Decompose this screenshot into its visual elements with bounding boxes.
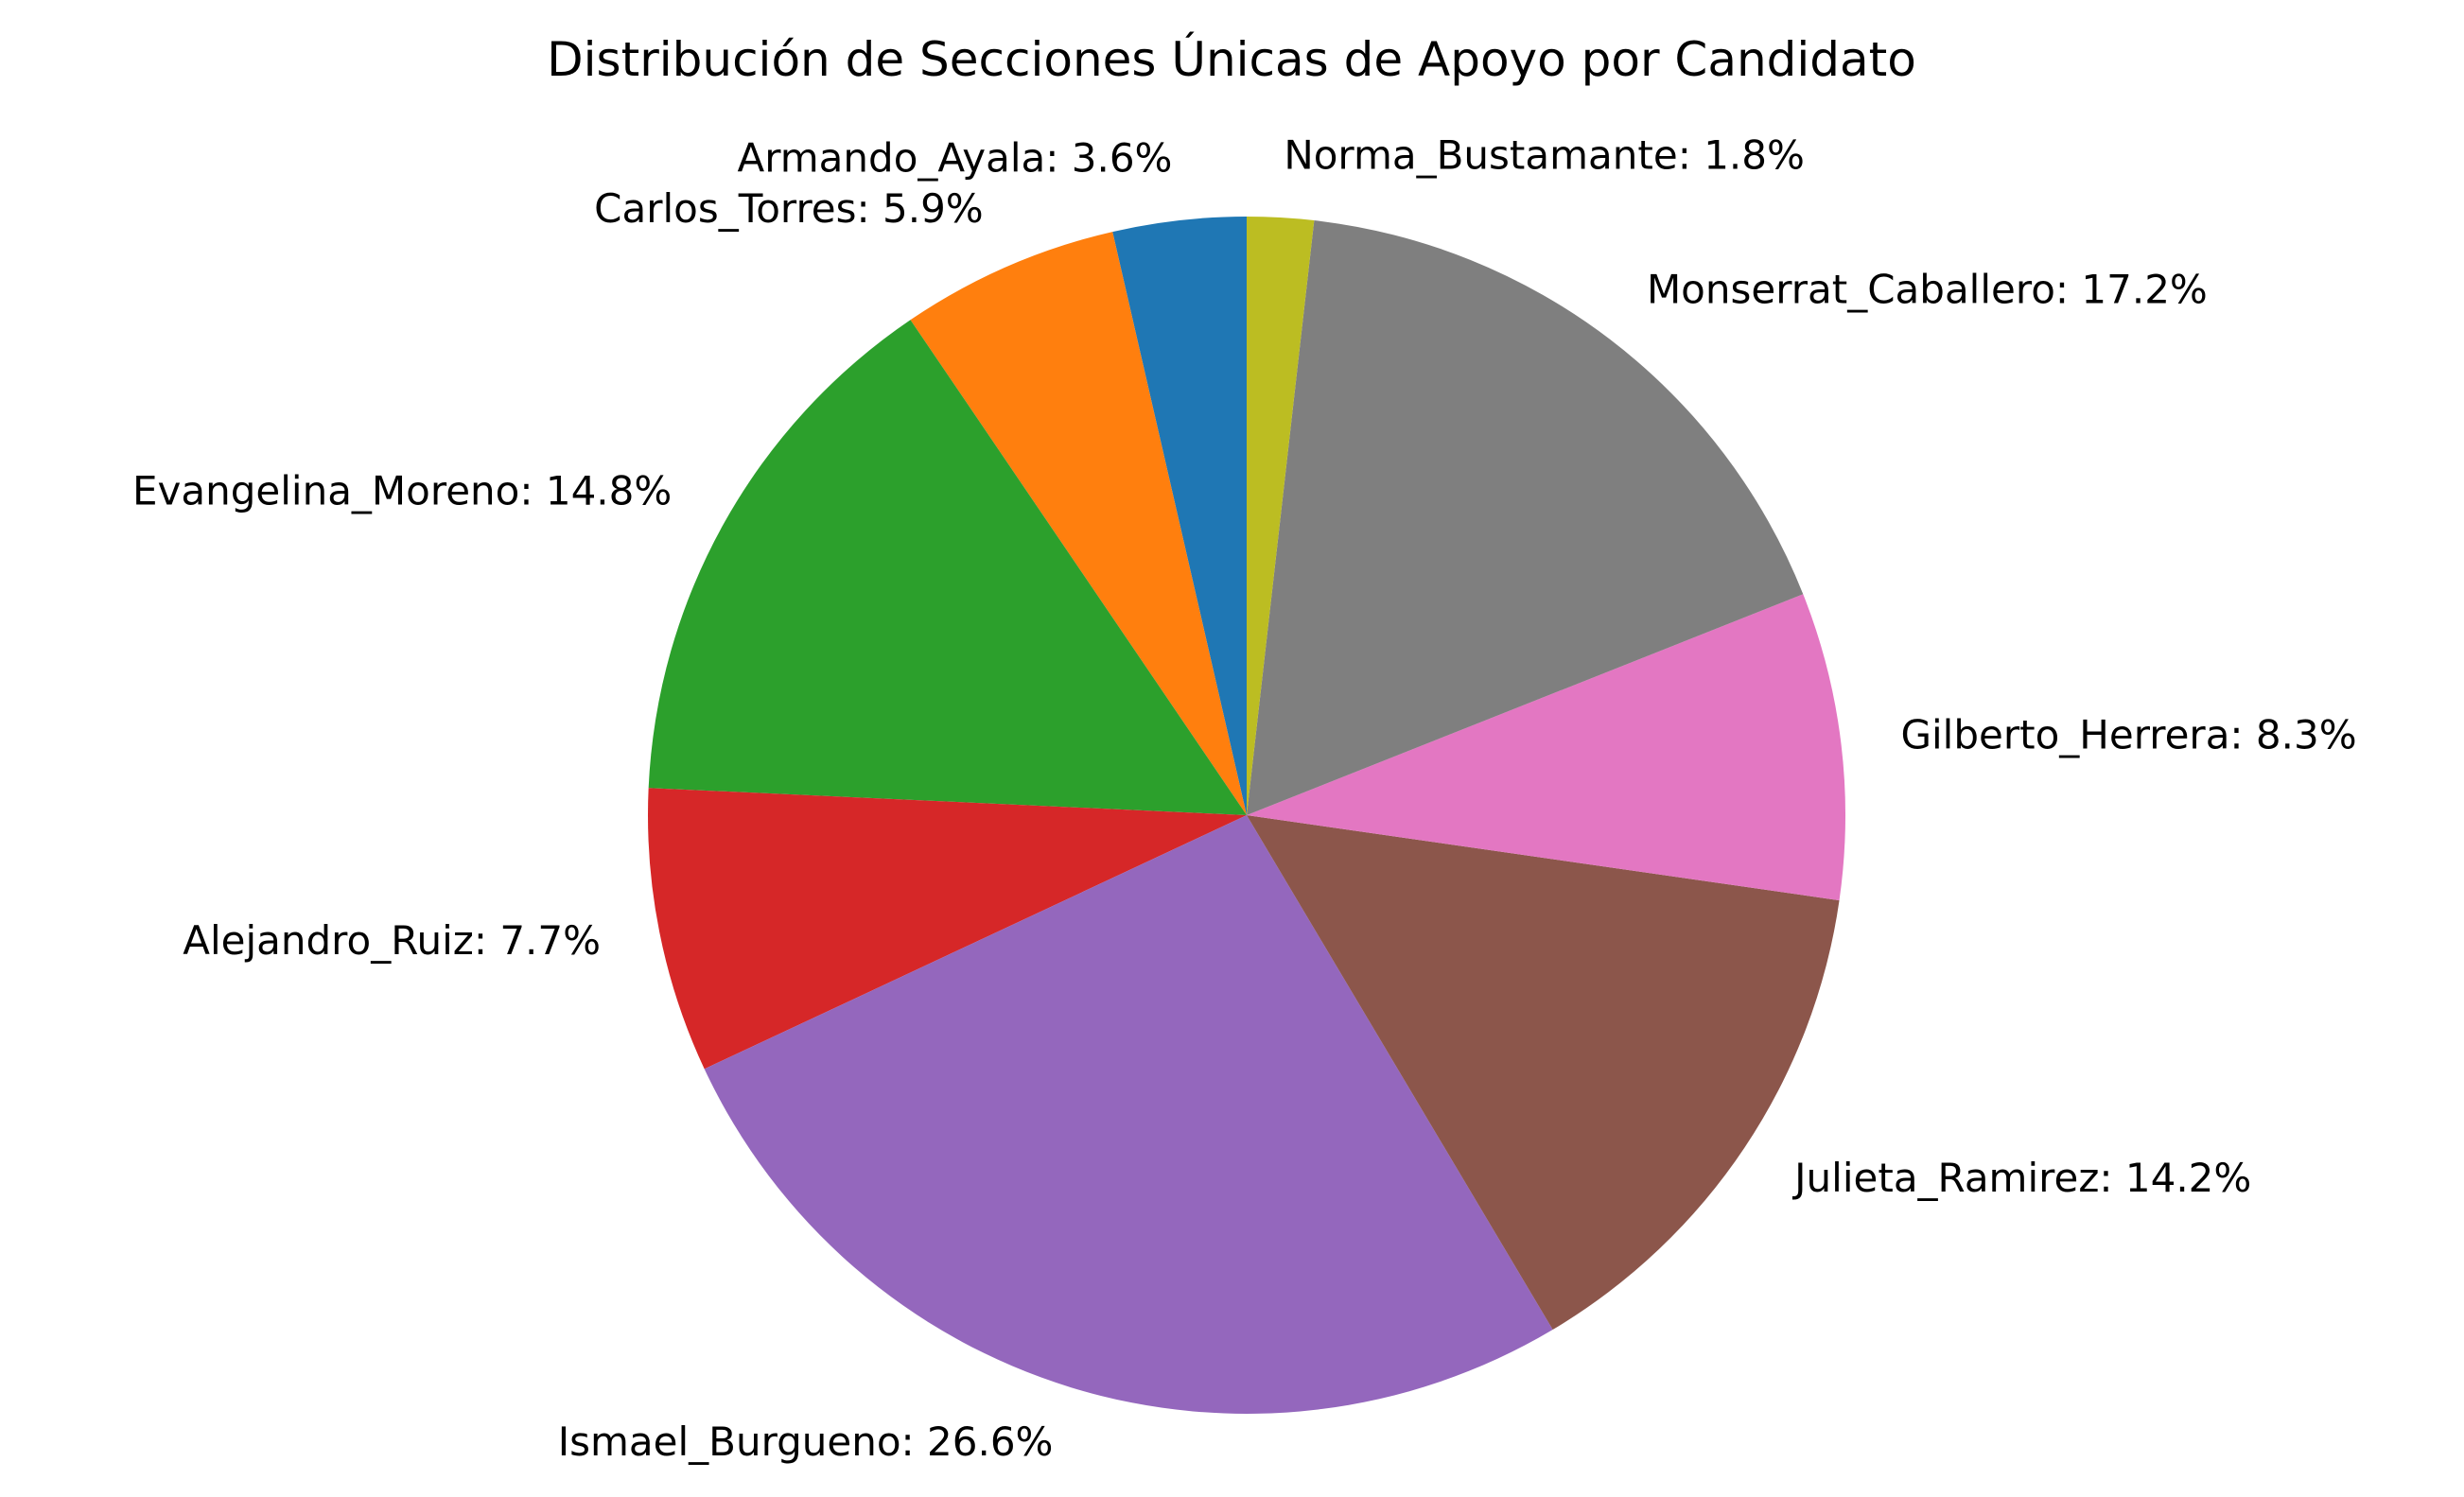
pie-label-armando-ayala: Armando_Ayala: 3.6% bbox=[738, 135, 1173, 182]
pie-slice-julieta-ramirez bbox=[1247, 815, 1840, 1331]
pie-slice-monserrat-caballero bbox=[1247, 220, 1804, 815]
pie-slice-alejandro-ruiz bbox=[648, 788, 1247, 1070]
pie-slice-gilberto-herrera bbox=[1247, 594, 1846, 901]
pie-slice-evangelina-moreno bbox=[648, 320, 1247, 815]
pie-slice-ismael-burgueno bbox=[704, 815, 1553, 1414]
pie-slice-armando-ayala bbox=[1112, 217, 1247, 815]
pie-label-monserrat-caballero: Monserrat_Caballero: 17.2% bbox=[1647, 266, 2208, 312]
pie-labels: Armando_Ayala: 3.6%Carlos_Torres: 5.9% Ev… bbox=[132, 131, 2357, 1465]
chart-title: Distribución de Secciones Únicas de Apoy… bbox=[547, 31, 1916, 87]
pie-label-carlos-torres: Carlos_Torres: 5.9% bbox=[594, 185, 984, 232]
pie-label-ismael-burgueno: Ismael_Burgueno: 26.6% bbox=[558, 1419, 1054, 1465]
pie-label-julieta-ramirez: Julieta_Ramirez: 14.2% bbox=[1791, 1155, 2251, 1201]
pie-label-gilberto-herrera: Gilberto_Herrera: 8.3% bbox=[1900, 712, 2356, 758]
pie-slices bbox=[648, 217, 1846, 1414]
pie-slice-norma-bustamante bbox=[1247, 217, 1315, 815]
pie-slice-carlos-torres bbox=[910, 232, 1247, 816]
pie-label-norma-bustamante: Norma_Bustamante: 1.8% bbox=[1284, 131, 1805, 178]
pie-label-evangelina-moreno: Evangelina_Moreno: 14.8% bbox=[132, 468, 672, 514]
pie-label-alejandro-ruiz: Alejandro_Ruiz: 7.7% bbox=[183, 917, 601, 964]
